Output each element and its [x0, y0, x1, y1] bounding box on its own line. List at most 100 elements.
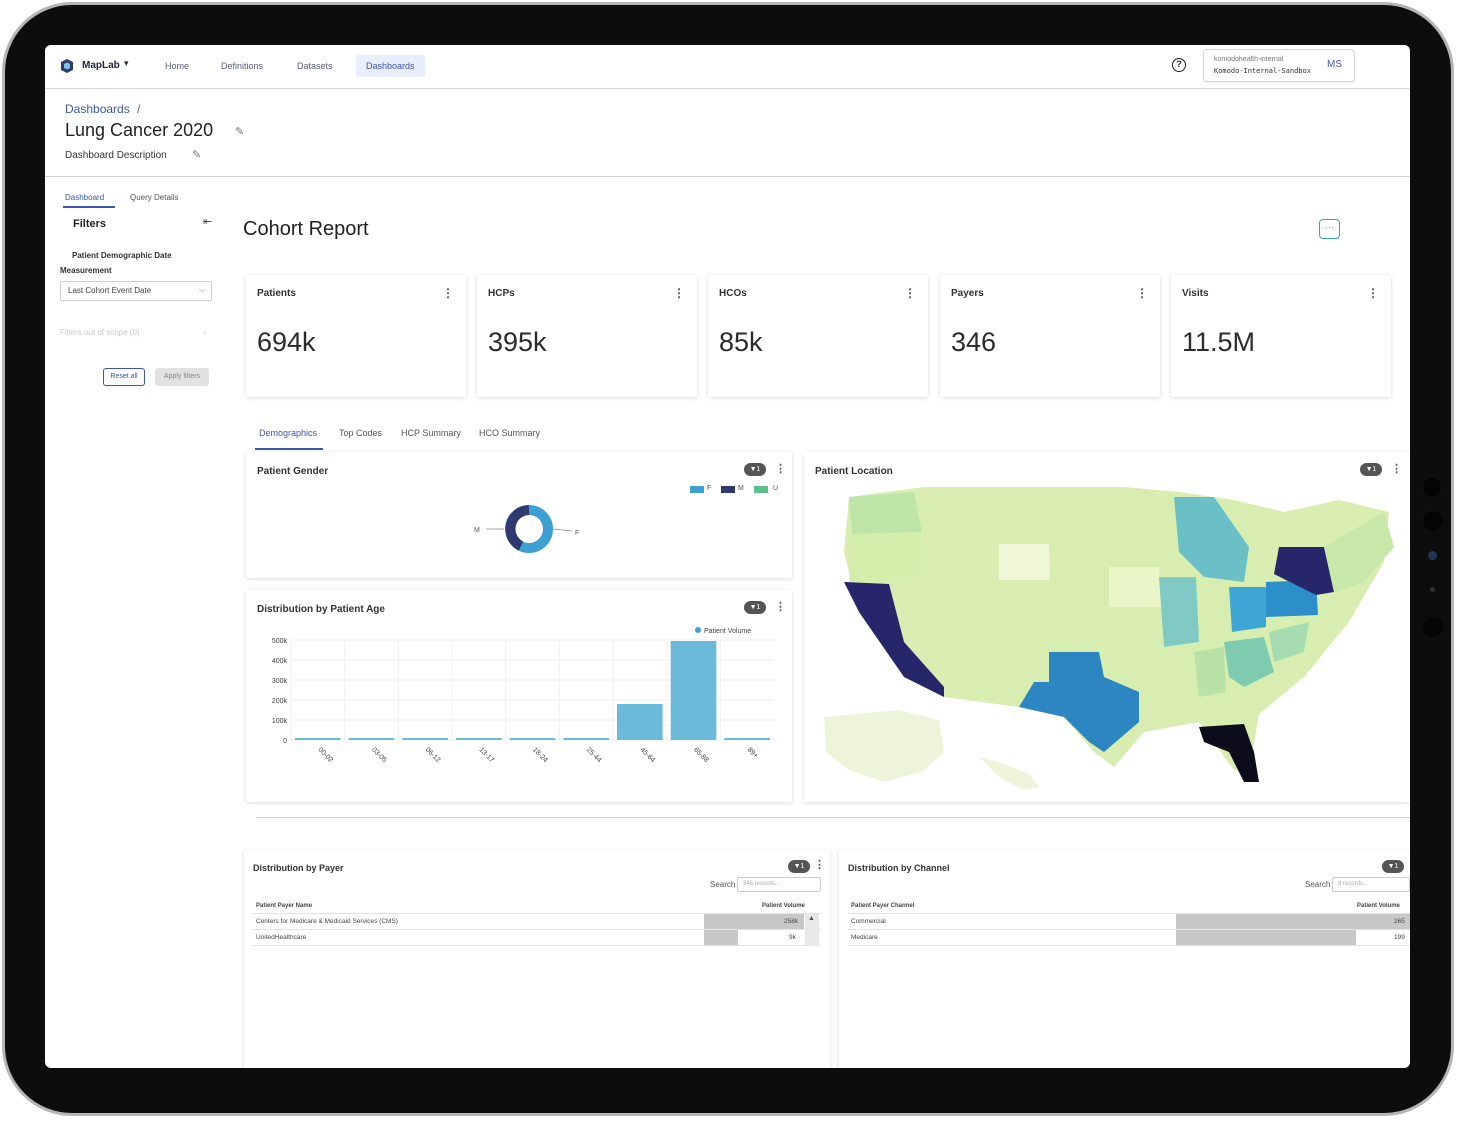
bar-13-17 [456, 738, 502, 740]
filter-badge[interactable]: ▼1 [744, 601, 766, 614]
tab-hcp-summary[interactable]: HCP Summary [401, 428, 461, 438]
search-input[interactable]: 8 records... [1332, 877, 1410, 892]
filter-funnel-icon: ▼ [1365, 466, 1373, 473]
kebab-menu-icon[interactable]: ⋮ [1367, 286, 1379, 300]
column-header[interactable]: Patient Volume [762, 903, 805, 909]
x-tick-label: 25-44 [585, 746, 603, 764]
kebab-menu-icon[interactable]: ⋮ [1136, 286, 1148, 300]
map-region-alabama [1194, 647, 1226, 697]
legend-label: F [707, 485, 712, 492]
legend-swatch-f [690, 486, 704, 493]
column-header[interactable]: Patient Payer Channel [851, 903, 915, 909]
scroll-up-icon[interactable]: ▲ [808, 915, 815, 922]
date-measurement-select[interactable]: Last Cohort Event Date ⌵ [60, 281, 212, 301]
row-divider [253, 929, 821, 930]
x-tick-label: 06-12 [424, 746, 442, 764]
map-region-missouri [1109, 567, 1162, 607]
column-header[interactable]: Patient Volume [1357, 903, 1400, 909]
filter-count: 1 [756, 466, 761, 473]
map-region-illinois [1159, 577, 1199, 647]
table-cell: UnitedHealthcare [256, 934, 307, 941]
edit-title-icon[interactable]: ✎ [235, 126, 245, 138]
x-tick-label: 45-64 [638, 746, 656, 764]
tab-active-indicator [255, 448, 323, 450]
map-region-michigan [1174, 497, 1249, 582]
filter-count: 1 [800, 863, 805, 870]
maplab-logo-icon [61, 59, 73, 73]
apply-filters-button[interactable]: Apply filters [155, 368, 209, 386]
x-tick-label: 65-88 [692, 746, 710, 764]
kebab-menu-icon[interactable]: ⋮ [1391, 463, 1402, 475]
map-region-texas [1019, 652, 1139, 752]
filter-label-continued: Measurement [60, 266, 112, 275]
app-brand[interactable]: MapLab [82, 60, 120, 71]
breadcrumb[interactable]: Dashboards [65, 102, 130, 116]
filter-badge[interactable]: ▼1 [1382, 860, 1404, 873]
account-org: komodohealth-internal [1214, 56, 1284, 63]
kpi-label: HCOs [719, 288, 747, 299]
more-options-button[interactable]: ··· [1319, 219, 1340, 239]
filter-count: 1 [1394, 863, 1399, 870]
slice-label-f: F [575, 530, 579, 537]
kpi-label: Visits [1182, 288, 1209, 299]
tab-hco-summary[interactable]: HCO Summary [479, 428, 541, 438]
search-label: Search [710, 880, 736, 889]
column-header[interactable]: Patient Payer Name [256, 903, 313, 909]
filters-out-of-scope[interactable]: Filters out of scope (0) [60, 328, 140, 337]
header-divider [45, 176, 1410, 177]
filter-funnel-icon: ▼ [749, 604, 757, 611]
row-divider [848, 929, 1410, 930]
scrollbar[interactable]: ▲ [805, 914, 819, 946]
nav-definitions[interactable]: Definitions [221, 61, 264, 71]
kebab-menu-icon[interactable]: ⋮ [904, 286, 916, 300]
table-cell: 258k [784, 918, 799, 925]
collapse-sidebar-icon[interactable]: ⇤ [203, 216, 213, 228]
filter-badge[interactable]: ▼1 [1360, 463, 1382, 476]
camera-dot [1430, 587, 1435, 592]
kebab-menu-icon[interactable]: ⋮ [673, 286, 685, 300]
tab-query-details[interactable]: Query Details [130, 193, 179, 202]
camera-dot [1423, 511, 1443, 531]
table-cell: 265 [1394, 918, 1405, 925]
top-nav-bar: MapLab ▾ Home Definitions Datasets Dashb… [45, 45, 1410, 89]
map-region-washington [849, 492, 922, 534]
kebab-menu-icon[interactable]: ⋮ [775, 463, 786, 475]
bar-03-05 [348, 738, 395, 740]
edit-description-icon[interactable]: ✎ [192, 149, 202, 161]
bar-89+ [724, 738, 770, 740]
reset-all-button[interactable]: Reset all [103, 368, 145, 386]
kpi-card-hcps: HCPs ⋮ 395k [477, 275, 697, 397]
map-region-california [844, 582, 944, 697]
kebab-menu-icon[interactable]: ⋮ [442, 286, 454, 300]
kpi-card-patients: Patients ⋮ 694k [246, 275, 466, 397]
kpi-label: Patients [257, 288, 296, 299]
tab-demographics[interactable]: Demographics [259, 428, 318, 438]
kebab-menu-icon[interactable]: ⋮ [775, 601, 786, 613]
account-switcher[interactable]: komodohealth-internal Komodo-Internal-Sa… [1203, 49, 1355, 82]
chevron-down-icon: ⌵ [198, 285, 205, 294]
search-input[interactable]: 346 records... [737, 877, 821, 892]
tab-dashboard[interactable]: Dashboard [65, 193, 105, 202]
filter-badge[interactable]: ▼1 [744, 463, 766, 476]
filter-badge[interactable]: ▼1 [788, 860, 810, 873]
donut-leader-line [552, 528, 573, 532]
bar-45-64 [617, 704, 663, 740]
volume-bar [704, 930, 738, 945]
help-icon[interactable]: ? [1172, 58, 1186, 72]
legend-label: Patient Volume [704, 628, 751, 635]
us-choropleth-map[interactable] [804, 452, 1410, 802]
patient-gender-card: Patient Gender ▼1 ⋮ F M U M F [246, 452, 792, 578]
chevron-down-icon[interactable]: ▾ [124, 58, 129, 68]
avatar[interactable]: MS [1327, 59, 1342, 70]
nav-dashboards[interactable]: Dashboards [356, 55, 425, 77]
map-region-oregon [849, 532, 922, 582]
kpi-card-visits: Visits ⋮ 11.5M [1171, 275, 1391, 397]
tab-top-codes[interactable]: Top Codes [339, 428, 383, 438]
nav-datasets[interactable]: Datasets [297, 61, 333, 71]
nav-home[interactable]: Home [165, 61, 190, 71]
volume-bar [1176, 930, 1356, 945]
filter-funnel-icon: ▼ [793, 863, 801, 870]
kebab-menu-icon[interactable]: ⋮ [814, 859, 825, 871]
chevron-right-icon[interactable]: › [203, 327, 206, 337]
legend-swatch-m [721, 486, 735, 493]
